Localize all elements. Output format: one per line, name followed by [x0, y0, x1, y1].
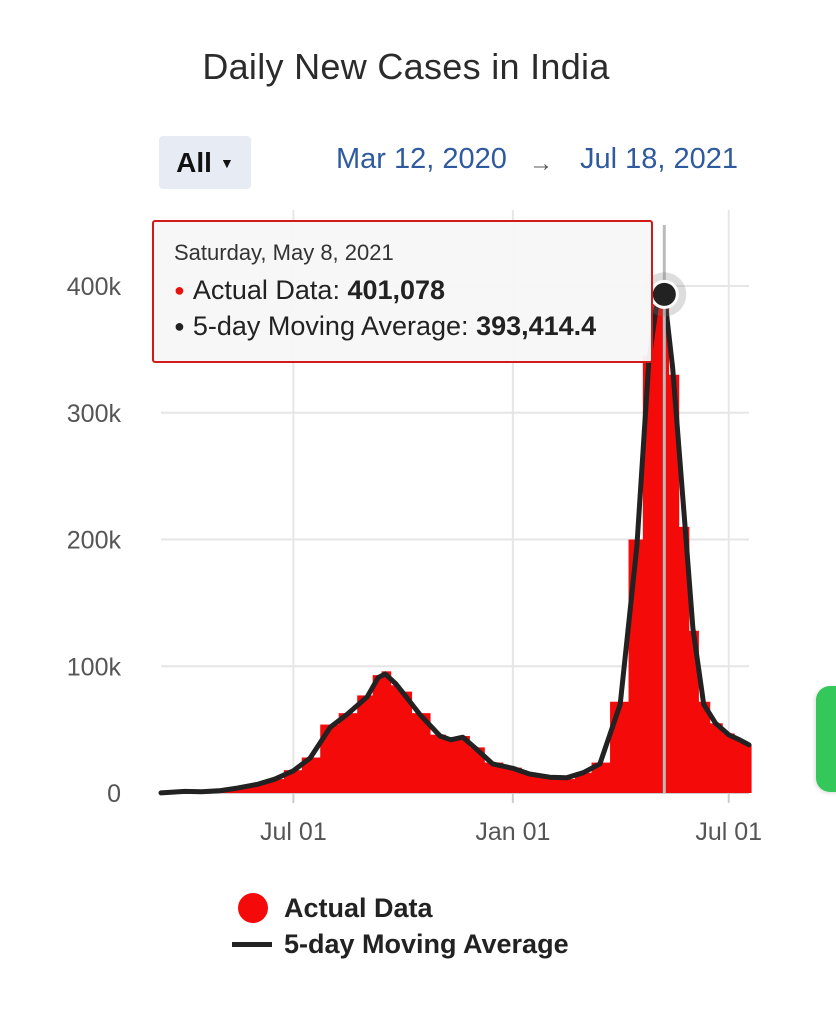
legend-line-icon [232, 941, 272, 947]
chart-title: Daily New Cases in India [202, 46, 610, 87]
actual-data-bar [709, 723, 723, 793]
actual-data-bar [698, 701, 711, 793]
actual-data-bar [668, 374, 680, 793]
actual-data-bar [381, 671, 392, 793]
actual-data-bar [558, 779, 576, 793]
tooltip-actual-row: ● Actual Data: 401,078 [174, 272, 651, 308]
tooltip-average-label: 5-day Moving Average: [192, 311, 469, 341]
tooltip-actual-label: Actual Data: [192, 275, 340, 305]
actual-data-bar [678, 526, 690, 793]
y-tick-label: 200k [67, 527, 122, 555]
legend-item-average[interactable]: 5-day Moving Average [232, 926, 569, 962]
range-select-label: All [176, 146, 212, 178]
x-tick-label: Jul 01 [695, 818, 762, 846]
average-dot-icon: ● [174, 316, 185, 336]
chevron-down-icon: ▼ [219, 154, 234, 171]
y-tick-label: 100k [67, 653, 122, 681]
actual-data-bar [429, 734, 447, 793]
actual-data-bar [247, 784, 267, 793]
actual-data-bar [722, 733, 735, 793]
x-tick-label: Jul 01 [260, 818, 327, 846]
actual-data-bar [357, 695, 374, 793]
y-tick-label: 0 [107, 780, 121, 808]
actual-data-bar [399, 691, 413, 793]
actual-data-bar [338, 713, 358, 793]
actual-data-bar [390, 685, 401, 793]
tooltip-actual-value: 401,078 [347, 275, 446, 305]
actual-data-bar [484, 762, 504, 793]
hover-point-marker[interactable] [649, 279, 679, 309]
legend-dot-icon [238, 893, 268, 923]
tooltip-average-row: ● 5-day Moving Average: 393,414.4 [174, 308, 651, 344]
actual-data-bar [574, 772, 593, 793]
actual-dot-icon: ● [174, 280, 185, 300]
actual-data-bar [456, 735, 470, 793]
actual-data-bar [744, 744, 752, 793]
data-tooltip: Saturday, May 8, 2021 ● Actual Data: 401,… [152, 220, 653, 363]
actual-data-bar [283, 770, 303, 793]
actual-data-bar [320, 724, 340, 793]
range-select-dropdown[interactable]: All ▼ [159, 136, 251, 189]
start-date-link[interactable]: Mar 12, 2020 [336, 143, 507, 175]
actual-data-bar [228, 787, 249, 793]
legend-label-actual: Actual Data [284, 892, 433, 923]
x-axis: Jul 01 Jan 01 Jul 01 [161, 792, 762, 846]
legend-label-average: 5-day Moving Average [284, 928, 569, 959]
actual-data-bar [642, 355, 653, 793]
moving-average-line [158, 291, 752, 796]
actual-data-bar [688, 630, 699, 793]
end-date-link[interactable]: Jul 18, 2021 [580, 143, 739, 175]
actual-data-bar [539, 777, 559, 793]
actual-data-bar [372, 675, 383, 793]
side-panel-tab[interactable] [816, 686, 836, 792]
actual-data-bar [610, 701, 630, 793]
chart-legend: Actual Data 5-day Moving Average [232, 890, 569, 962]
actual-data-bar [591, 762, 611, 793]
arrow-right-icon: → [529, 150, 553, 177]
actual-data-bar [652, 303, 661, 793]
y-axis: 0 100k 200k 300k 400k [67, 273, 122, 808]
actual-data-bar [734, 739, 745, 793]
y-tick-label: 300k [67, 400, 122, 428]
actual-data-bar [411, 713, 431, 793]
actual-data-bar [469, 747, 485, 793]
actual-data-bar [502, 767, 522, 793]
x-tick-label: Jan 01 [475, 818, 550, 846]
y-tick-label: 400k [67, 273, 122, 301]
tooltip-date: Saturday, May 8, 2021 [174, 240, 394, 265]
actual-data-bar [445, 737, 458, 793]
actual-data-bar [521, 773, 541, 793]
legend-item-actual[interactable]: Actual Data [232, 890, 569, 926]
actual-data-bar [301, 757, 321, 793]
tooltip-average-value: 393,414.4 [476, 311, 597, 341]
